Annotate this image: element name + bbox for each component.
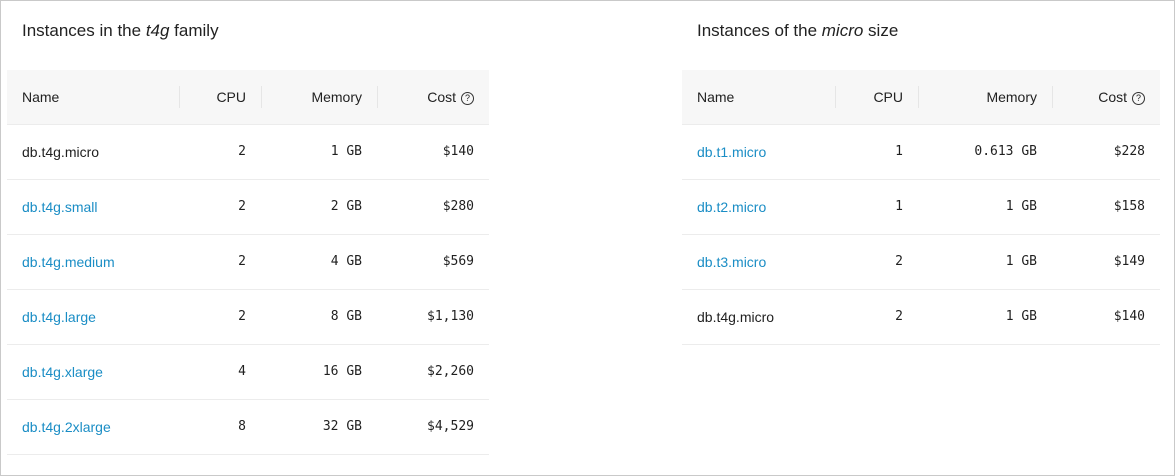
- cpu-cell: 4: [238, 364, 246, 379]
- instance-link[interactable]: db.t4g.xlarge: [22, 363, 103, 380]
- table-row: db.t4g.xlarge 4 16 GB $2,260: [7, 344, 489, 399]
- cost-cell: $140: [442, 144, 474, 159]
- table-row: db.t4g.large 2 8 GB $1,130: [7, 289, 489, 344]
- memory-cell: 0.613 GB: [974, 144, 1037, 159]
- column-header-cost[interactable]: Cost?: [377, 70, 489, 124]
- cpu-cell: 2: [895, 309, 903, 324]
- instance-link[interactable]: db.t4g.medium: [22, 253, 115, 270]
- help-icon[interactable]: ?: [461, 91, 474, 105]
- table-row: db.t4g.2xlarge 8 32 GB $4,529: [7, 399, 489, 454]
- table-row: db.t1.micro 1 0.613 GB $228: [682, 124, 1160, 179]
- cpu-cell: 2: [238, 254, 246, 269]
- cost-cell: $4,529: [427, 419, 474, 434]
- panel-title: Instances of the micro size: [697, 21, 899, 40]
- table-row: db.t4g.micro 2 1 GB $140: [7, 124, 489, 179]
- memory-cell: 4 GB: [330, 254, 362, 269]
- panel-title: Instances in the t4g family: [22, 21, 219, 40]
- cpu-cell: 2: [238, 199, 246, 214]
- cost-label: Cost: [1098, 88, 1127, 105]
- table-row: db.t3.micro 2 1 GB $149: [682, 234, 1160, 289]
- cost-cell: $569: [442, 254, 474, 269]
- name-cell: db.t4g.small: [7, 179, 179, 234]
- memory-cell: 1 GB: [1005, 199, 1037, 214]
- name-cell: db.t4g.2xlarge: [7, 399, 179, 454]
- instance-link[interactable]: db.t3.micro: [697, 253, 767, 270]
- memory-cell: 1 GB: [330, 144, 362, 159]
- instance-link[interactable]: db.t4g.small: [22, 198, 98, 215]
- table-row: db.t2.micro 1 1 GB $158: [682, 179, 1160, 234]
- cost-cell: $140: [1113, 309, 1145, 324]
- cpu-cell: 8: [238, 419, 246, 434]
- memory-cell: 1 GB: [1005, 254, 1037, 269]
- column-header-name[interactable]: Name: [22, 88, 60, 105]
- memory-cell: 32 GB: [322, 419, 362, 434]
- cpu-cell: 1: [895, 144, 903, 159]
- name-cell: db.t4g.medium: [7, 234, 179, 289]
- name-cell: db.t1.micro: [682, 124, 835, 179]
- memory-cell: 8 GB: [330, 309, 362, 324]
- instance-link[interactable]: db.t1.micro: [697, 143, 767, 160]
- name-cell: db.t4g.micro: [7, 124, 179, 179]
- table-row: db.t4g.small 2 2 GB $280: [7, 179, 489, 234]
- name-cell: db.t4g.large: [7, 289, 179, 344]
- name-cell: db.t4g.xlarge: [7, 344, 179, 399]
- cost-cell: $2,260: [427, 364, 474, 379]
- cpu-cell: 2: [238, 144, 246, 159]
- cpu-cell: 2: [238, 309, 246, 324]
- help-icon[interactable]: ?: [1132, 91, 1145, 105]
- column-header-cost[interactable]: Cost?: [1052, 70, 1160, 124]
- name-cell: db.t4g.micro: [682, 289, 835, 344]
- column-header-cpu[interactable]: CPU: [835, 70, 918, 124]
- instance-name: db.t4g.micro: [697, 308, 775, 325]
- memory-cell: 1 GB: [1005, 309, 1037, 324]
- column-header-memory[interactable]: Memory: [261, 70, 377, 124]
- column-header-name[interactable]: Name: [697, 88, 735, 105]
- micro-size-table: Name CPU Memory Cost? db.t1.micro 1 0.61…: [682, 70, 1160, 345]
- column-header-memory[interactable]: Memory: [918, 70, 1052, 124]
- cost-label: Cost: [427, 88, 456, 105]
- cpu-cell: 1: [895, 199, 903, 214]
- cost-cell: $158: [1113, 199, 1145, 214]
- name-cell: db.t2.micro: [682, 179, 835, 234]
- instance-name: db.t4g.micro: [22, 143, 100, 160]
- cpu-cell: 2: [895, 254, 903, 269]
- instance-link[interactable]: db.t4g.large: [22, 308, 96, 325]
- table-header-row: Name CPU Memory Cost?: [682, 70, 1160, 124]
- cost-cell: $1,130: [427, 309, 474, 324]
- table-row: db.t4g.micro 2 1 GB $140: [682, 289, 1160, 344]
- t4g-family-table: Name CPU Memory Cost? db.t4g.micro 2 1 G…: [7, 70, 489, 455]
- cost-cell: $280: [442, 199, 474, 214]
- name-cell: db.t3.micro: [682, 234, 835, 289]
- cost-cell: $149: [1113, 254, 1145, 269]
- cost-cell: $228: [1113, 144, 1145, 159]
- column-header-cpu[interactable]: CPU: [179, 70, 261, 124]
- memory-cell: 2 GB: [330, 199, 362, 214]
- table-header-row: Name CPU Memory Cost?: [7, 70, 489, 124]
- table-row: db.t4g.medium 2 4 GB $569: [7, 234, 489, 289]
- memory-cell: 16 GB: [322, 364, 362, 379]
- instance-link[interactable]: db.t2.micro: [697, 198, 767, 215]
- instance-link[interactable]: db.t4g.2xlarge: [22, 418, 111, 435]
